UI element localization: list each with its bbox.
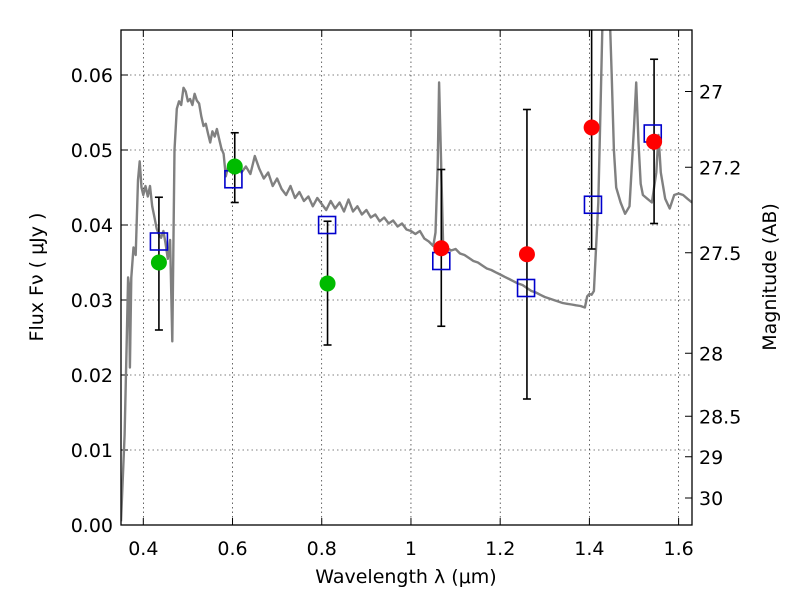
model-photometry-squares bbox=[149, 124, 663, 298]
error-bars bbox=[154, 30, 659, 400]
y-axis-label: Flux Fν ( μJy ) bbox=[26, 213, 48, 342]
y-tick-label: 0.03 bbox=[71, 290, 113, 312]
x-tick-label: 1.2 bbox=[485, 538, 515, 560]
measured-flux-points bbox=[150, 119, 663, 292]
model-square bbox=[149, 232, 169, 251]
right-tick-label: 28.5 bbox=[699, 406, 741, 428]
flux-point bbox=[518, 246, 535, 263]
model-spectrum bbox=[121, 30, 692, 522]
x-tick-label: 1.6 bbox=[664, 538, 694, 560]
x-tick-label: 1 bbox=[405, 538, 417, 560]
model-square bbox=[583, 195, 603, 215]
x-axis-label: Wavelength λ (μm) bbox=[315, 566, 496, 588]
flux-point bbox=[433, 240, 450, 257]
right-tick-label: 27 bbox=[699, 82, 723, 104]
y-tick-label: 0.01 bbox=[71, 440, 113, 462]
right-tick-label: 28 bbox=[699, 343, 723, 365]
model-square bbox=[317, 215, 337, 235]
x-tick-label: 0.8 bbox=[307, 538, 337, 560]
y-tick-label: 0.04 bbox=[71, 215, 113, 237]
flux-point bbox=[646, 133, 663, 150]
y-tick-labels: 0.00 0.01 0.02 0.03 0.04 0.05 0.06 bbox=[71, 65, 113, 537]
x-tick-label: 0.4 bbox=[128, 538, 158, 560]
x-tick-label: 1.4 bbox=[574, 538, 604, 560]
right-tick-labels: 27 27.2 27.5 28 28.5 29 30 bbox=[699, 82, 741, 511]
right-tick-label: 29 bbox=[699, 447, 723, 469]
y-tick-label: 0.02 bbox=[71, 365, 113, 387]
right-tick-label: 27.2 bbox=[699, 157, 741, 179]
x-tick-label: 0.6 bbox=[217, 538, 247, 560]
model-square bbox=[516, 278, 536, 298]
axis-ticks bbox=[121, 30, 692, 526]
right-tick-label: 30 bbox=[699, 488, 723, 510]
flux-point bbox=[226, 158, 243, 175]
right-tick-label: 27.5 bbox=[699, 243, 741, 265]
y-tick-label: 0.05 bbox=[71, 140, 113, 162]
spectrum-line bbox=[121, 30, 692, 522]
x-tick-labels: 0.4 0.6 0.8 1 1.2 1.4 1.6 bbox=[128, 538, 694, 560]
flux-point bbox=[583, 119, 600, 136]
y-tick-label: 0.06 bbox=[71, 65, 113, 87]
flux-point bbox=[150, 254, 167, 271]
y-tick-label: 0.00 bbox=[71, 515, 113, 537]
right-axis-label: Magnitude (AB) bbox=[759, 203, 781, 351]
plot-frame bbox=[120, 29, 693, 526]
grid-lines bbox=[121, 30, 692, 526]
flux-point bbox=[319, 275, 336, 292]
